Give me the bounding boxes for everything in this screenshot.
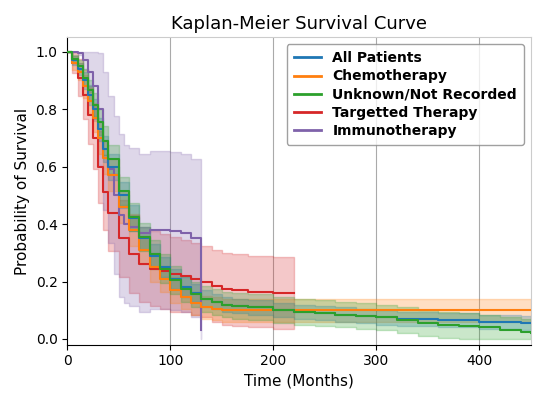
Legend: All Patients, Chemotherapy, Unknown/Not Recorded, Targetted Therapy, Immunothera: All Patients, Chemotherapy, Unknown/Not … <box>287 44 524 145</box>
Y-axis label: Probability of Survival: Probability of Survival <box>15 107 30 275</box>
X-axis label: Time (Months): Time (Months) <box>244 374 354 389</box>
Title: Kaplan-Meier Survival Curve: Kaplan-Meier Survival Curve <box>171 15 427 33</box>
